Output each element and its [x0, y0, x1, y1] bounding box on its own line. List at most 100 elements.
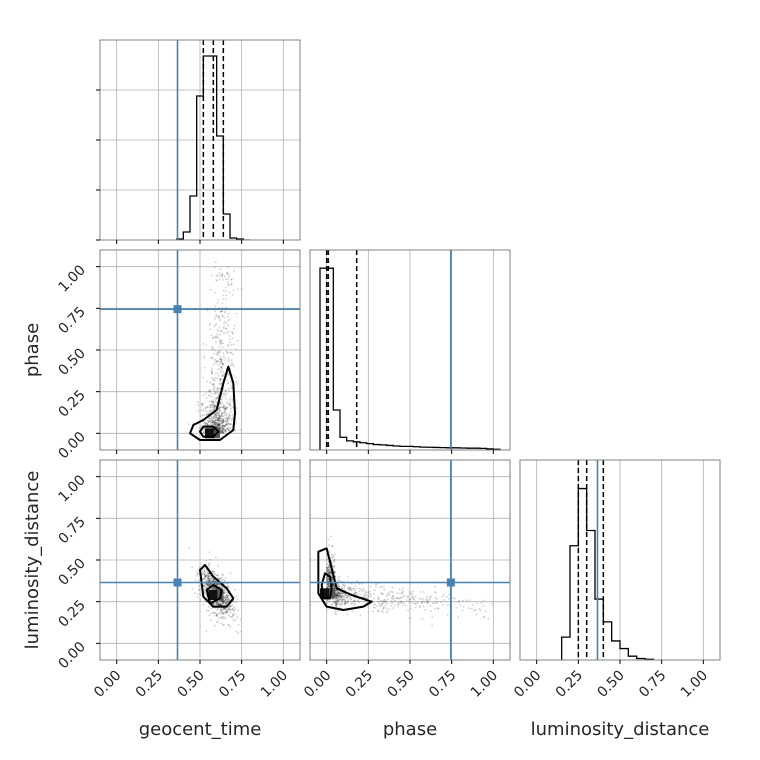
sample-point [212, 416, 215, 418]
sample-point [363, 588, 366, 591]
sample-point [222, 592, 225, 595]
sample-point [359, 589, 362, 591]
sample-point [379, 586, 382, 589]
sample-point [348, 587, 351, 590]
sample-point [217, 582, 220, 585]
sample-point [335, 603, 337, 606]
sample-point [221, 430, 224, 433]
sample-point [226, 402, 229, 405]
sample-point [327, 571, 330, 574]
sample-point [220, 609, 222, 612]
sample-point [223, 607, 226, 610]
sample-point [214, 400, 217, 403]
y-tick-label: 0.75 [55, 514, 88, 547]
sample-point [224, 602, 227, 604]
sample-point [215, 425, 218, 428]
sample-point [208, 417, 211, 420]
sample-point [338, 579, 341, 582]
sample-point [218, 417, 221, 420]
sample-point [366, 597, 368, 599]
sample-point [435, 597, 438, 600]
sample-point [211, 421, 213, 424]
sample-point [220, 366, 223, 368]
sample-point [223, 425, 226, 428]
sample-point [330, 576, 333, 579]
sample-point [224, 424, 227, 427]
sample-point [211, 401, 214, 404]
sample-point [395, 597, 398, 600]
sample-point [212, 384, 215, 386]
sample-point [203, 429, 205, 432]
sample-point [422, 598, 425, 600]
sample-point [226, 595, 228, 598]
sample-point [226, 420, 228, 423]
sample-point [216, 603, 219, 606]
sample-point [221, 426, 224, 429]
sample-point [230, 343, 233, 346]
sample-point [352, 587, 355, 590]
sample-point [331, 580, 334, 582]
sample-point [219, 577, 221, 580]
sample-point [216, 368, 219, 371]
sample-point [407, 609, 409, 612]
sample-point [223, 393, 226, 396]
sample-point [215, 416, 218, 419]
panel-luminosity_distance: 0.00 0.25 0.50 0.75 1.00 [511, 459, 721, 701]
sample-point [399, 592, 401, 595]
sample-point [220, 330, 223, 333]
sample-point [335, 601, 338, 604]
sample-point [215, 602, 218, 605]
sample-point [221, 415, 223, 418]
sample-point [220, 421, 223, 424]
sample-point [225, 423, 227, 426]
sample-point [215, 583, 218, 585]
sample-point [212, 420, 215, 423]
sample-point [340, 594, 343, 597]
sample-point [205, 579, 208, 582]
panel-content [310, 460, 510, 660]
sample-point [222, 601, 225, 604]
sample-point [220, 362, 223, 365]
sample-point [207, 575, 210, 578]
sample-point [217, 330, 220, 332]
sample-point [214, 419, 217, 421]
sample-point [222, 415, 224, 418]
sample-point [336, 594, 339, 597]
sample-point [338, 596, 341, 599]
sample-point [377, 597, 379, 600]
sample-point [328, 570, 330, 573]
sample-point [215, 418, 218, 421]
sample-point [213, 587, 216, 590]
sample-point [339, 594, 341, 597]
sample-point [398, 601, 401, 603]
sample-point [225, 594, 228, 597]
sample-point [326, 579, 328, 582]
sample-point [226, 599, 229, 602]
sample-point [334, 595, 337, 598]
sample-point [478, 608, 481, 610]
sample-point [218, 340, 221, 343]
sample-point [207, 563, 210, 566]
sample-point [220, 273, 223, 276]
sample-point [336, 594, 339, 597]
sample-point [222, 427, 224, 430]
sample-point [205, 575, 208, 578]
sample-point [219, 339, 222, 342]
sample-point [338, 591, 341, 594]
sample-point [336, 594, 339, 597]
sample-point [465, 599, 468, 602]
sample-point [204, 591, 206, 594]
sample-point [222, 600, 225, 602]
sample-point [222, 355, 225, 357]
sample-point [210, 408, 213, 411]
sample-point [211, 400, 214, 403]
sample-point [209, 288, 212, 291]
sample-point [334, 594, 337, 596]
sample-point [392, 607, 395, 610]
sample-point [210, 607, 213, 610]
sample-point [217, 418, 220, 421]
sample-point [334, 589, 337, 592]
sample-point [331, 580, 334, 583]
sample-point [224, 359, 227, 361]
sample-point [211, 392, 213, 395]
